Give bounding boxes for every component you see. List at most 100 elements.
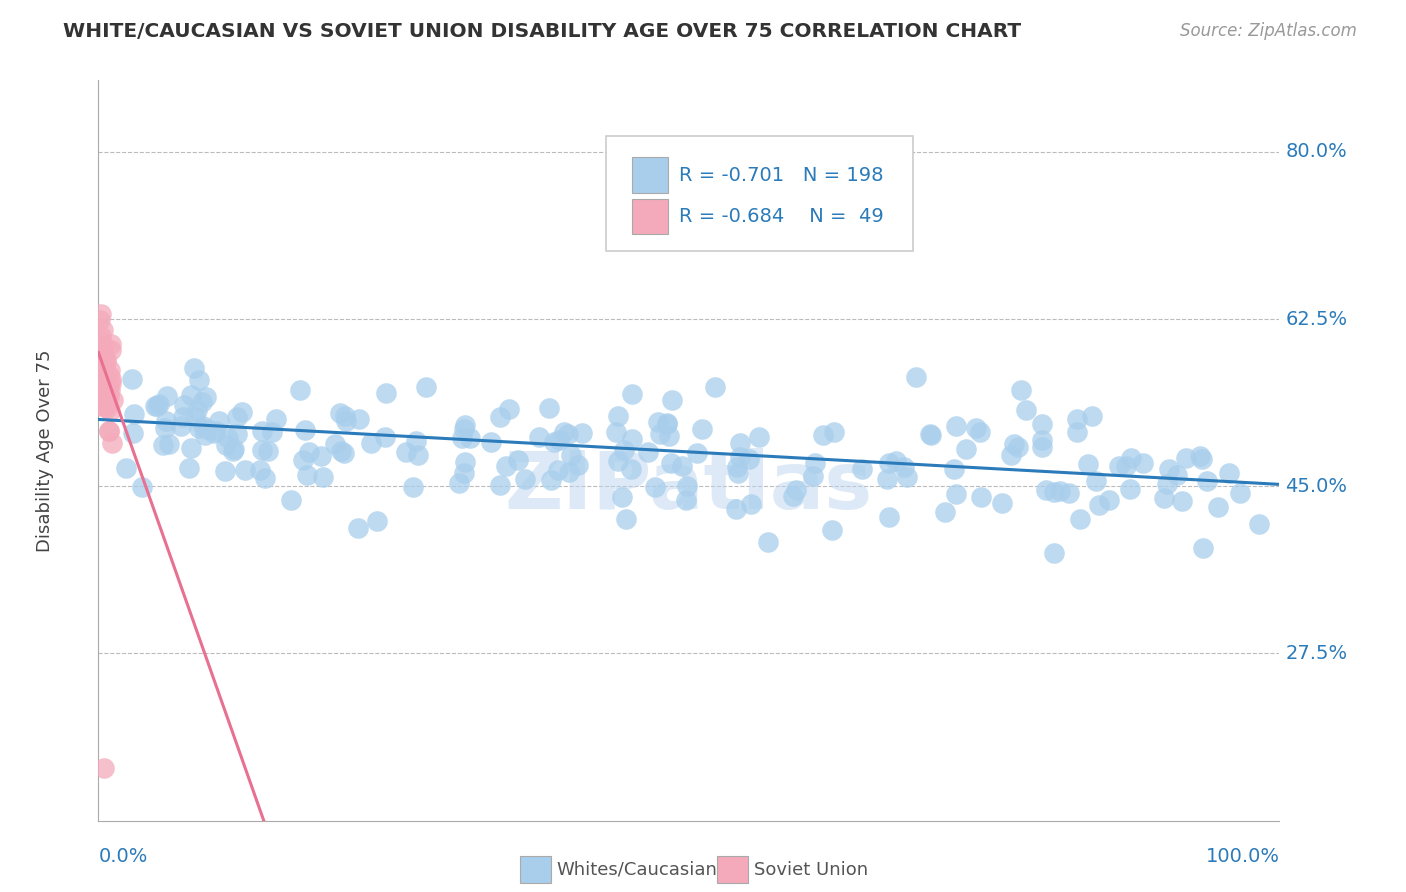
Point [93, 323, 115, 337]
Point [89, 369, 111, 384]
Point [94, 392, 117, 407]
Point [249, 462, 271, 476]
Point [945, 419, 967, 434]
Point [253, 471, 276, 485]
Point [202, 426, 225, 441]
Point [93, 358, 115, 372]
Point [180, 388, 202, 402]
Point [94, 385, 117, 400]
Point [298, 445, 321, 459]
Point [637, 444, 659, 458]
Point [96, 394, 118, 409]
Point [89, 334, 111, 348]
Point [96, 382, 118, 396]
Point [498, 402, 520, 417]
Point [89, 371, 111, 385]
Point [89, 399, 111, 413]
Point [821, 523, 844, 537]
Point [98, 368, 121, 382]
Point [90, 384, 112, 399]
Point [506, 453, 529, 467]
Point [1098, 493, 1121, 508]
Point [90, 392, 112, 406]
Point [1049, 483, 1071, 498]
Point [1015, 402, 1038, 417]
Point [94, 399, 117, 413]
Point [557, 426, 579, 441]
Point [155, 414, 177, 428]
Point [90, 328, 112, 343]
Point [804, 456, 827, 470]
Point [250, 424, 273, 438]
Text: WHITE/CAUCASIAN VS SOVIET UNION DISABILITY AGE OVER 75 CORRELATION CHART: WHITE/CAUCASIAN VS SOVIET UNION DISABILI… [63, 22, 1021, 41]
Point [309, 449, 332, 463]
Point [896, 470, 918, 484]
Point [288, 383, 311, 397]
Point [1115, 459, 1137, 474]
Point [1080, 409, 1102, 423]
Text: Source: ZipAtlas.com: Source: ZipAtlas.com [1180, 22, 1357, 40]
Point [884, 454, 907, 468]
Point [146, 399, 169, 413]
Point [451, 431, 474, 445]
Point [225, 410, 247, 425]
Point [969, 425, 991, 439]
Text: 0.0%: 0.0% [98, 847, 148, 865]
Point [169, 418, 191, 433]
Point [91, 355, 114, 369]
Point [405, 434, 427, 448]
Point [725, 460, 748, 475]
Point [548, 434, 571, 448]
Point [98, 383, 121, 397]
Point [121, 372, 143, 386]
Point [1066, 425, 1088, 439]
Point [194, 427, 217, 442]
Point [813, 428, 835, 442]
Point [1195, 474, 1218, 488]
Point [540, 473, 562, 487]
Point [100, 337, 122, 351]
Point [1192, 541, 1215, 555]
Point [489, 477, 512, 491]
Point [97, 389, 120, 403]
Point [333, 445, 356, 459]
Point [676, 479, 699, 493]
Point [222, 443, 245, 458]
Point [262, 425, 284, 439]
Point [250, 443, 273, 458]
Point [1153, 491, 1175, 506]
Point [264, 412, 287, 426]
Point [1043, 484, 1066, 499]
Point [155, 388, 177, 402]
Point [613, 442, 636, 457]
Point [226, 426, 249, 441]
Point [366, 514, 388, 528]
Point [671, 459, 693, 474]
Text: 45.0%: 45.0% [1285, 477, 1347, 496]
Point [346, 521, 368, 535]
Point [661, 392, 683, 407]
Point [644, 480, 666, 494]
Point [661, 456, 683, 470]
Point [658, 429, 681, 443]
Point [453, 466, 475, 480]
Point [748, 429, 770, 443]
Point [224, 442, 246, 457]
Point [620, 461, 643, 475]
Point [945, 487, 967, 501]
Point [217, 431, 239, 445]
Point [330, 443, 353, 458]
Point [1229, 486, 1251, 500]
Point [89, 383, 111, 397]
Point [1206, 500, 1229, 515]
Point [650, 427, 672, 442]
Point [740, 498, 762, 512]
Point [98, 404, 121, 418]
FancyBboxPatch shape [633, 199, 668, 235]
Point [122, 425, 145, 440]
Point [1031, 440, 1053, 454]
Point [292, 452, 315, 467]
Point [1166, 468, 1188, 483]
Point [143, 399, 166, 413]
Point [620, 387, 643, 401]
